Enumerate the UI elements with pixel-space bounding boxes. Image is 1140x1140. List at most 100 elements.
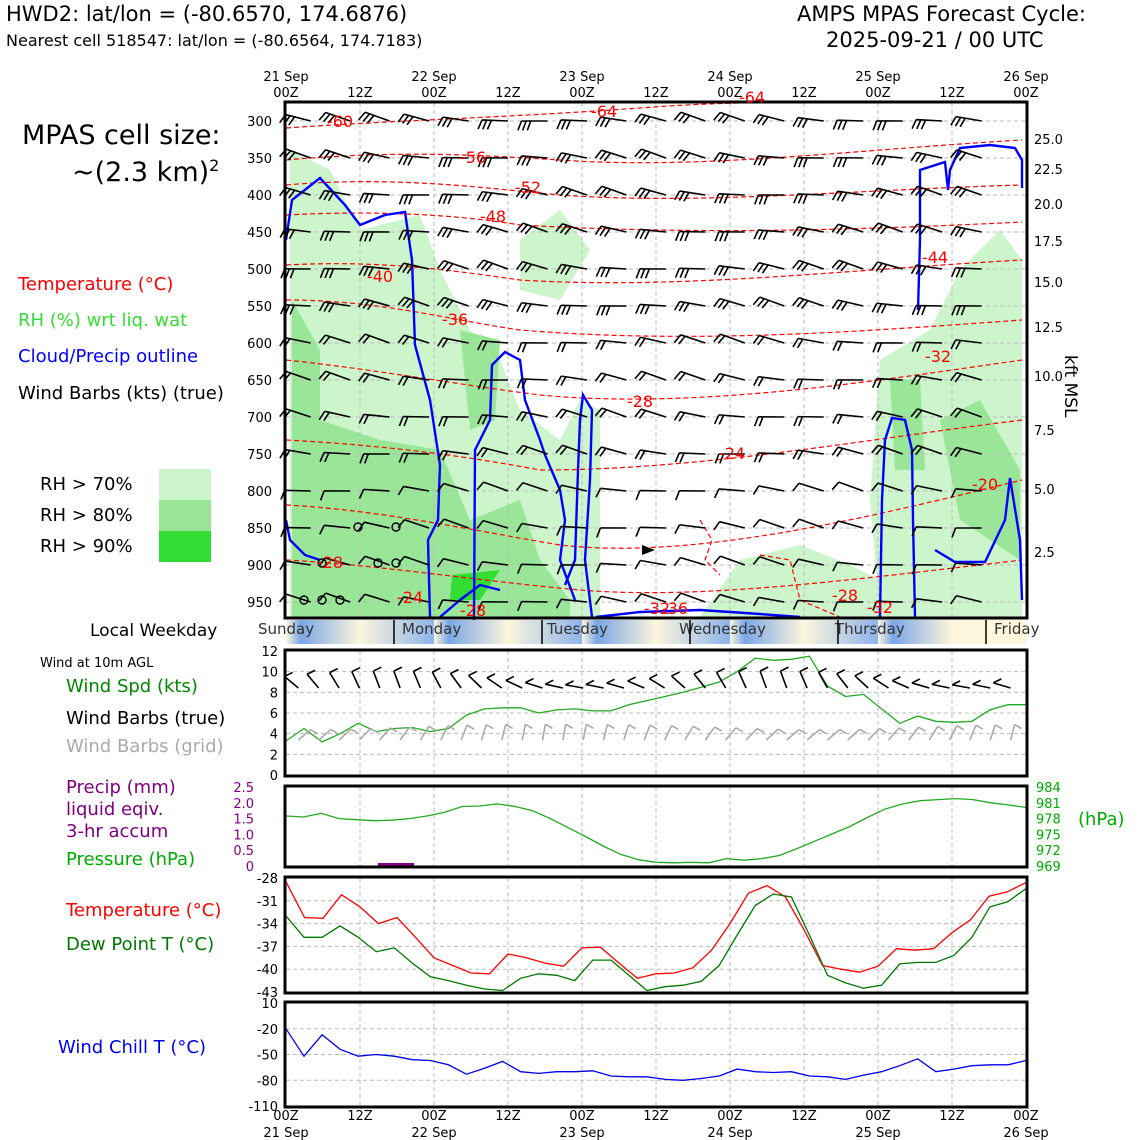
barb-flag: [441, 450, 449, 461]
surface-barb-grid-23: [765, 728, 786, 741]
wind-barb-141: [871, 377, 903, 389]
barb-flag: [643, 190, 651, 200]
legend-wind-speed: Wind Spd (kts): [66, 676, 198, 697]
barb-flag: [910, 375, 918, 385]
barb-flag: [604, 118, 611, 128]
barb-flag: [713, 152, 721, 162]
barb-staff: [483, 481, 509, 492]
barb-flag: [877, 342, 883, 353]
surface-barb-true-8: [449, 668, 462, 689]
barb-flag: [684, 231, 690, 242]
barb-flag: [638, 410, 647, 419]
barb-flag: [329, 667, 338, 674]
barb-flag: [673, 301, 681, 311]
wind-barb-109: [318, 334, 351, 345]
barb-flag: [684, 268, 690, 279]
temp-contour-3: [285, 181, 1023, 199]
barb-flag: [476, 447, 484, 457]
barb-flag: [792, 600, 799, 610]
barb-flag: [328, 303, 335, 313]
wind-barb-145: [318, 410, 351, 422]
barb-flag: [837, 379, 843, 390]
barb-flag: [634, 370, 642, 380]
barb-flag: [802, 194, 808, 204]
wind-barb-177: [871, 444, 903, 456]
wind-barb-135: [634, 370, 667, 381]
barb-staff: [443, 557, 469, 566]
barb-flag: [397, 556, 406, 565]
barb-flag: [442, 416, 448, 427]
barb-flag: [910, 185, 919, 195]
barb-flag: [713, 488, 720, 499]
barb-staff: [955, 488, 982, 492]
barb-flag: [367, 266, 374, 277]
barb-flag: [761, 116, 769, 126]
barb-flag: [911, 564, 917, 575]
barb-flag: [476, 481, 485, 491]
wind-barb-240: [517, 600, 548, 612]
wind-barb-196: [910, 484, 943, 495]
wind-barb-146: [358, 413, 390, 425]
wind-barb-207: [635, 526, 666, 537]
barb-flag: [397, 113, 405, 123]
wind-barb-26: [594, 149, 627, 162]
barb-flag: [793, 193, 799, 204]
barb-flag: [600, 267, 606, 278]
barb-flag: [306, 669, 316, 675]
rh-region-8: [940, 400, 1020, 560]
wind-barb-80: [595, 266, 627, 278]
chill-panel: [283, 1000, 1029, 1109]
wind-barb-242: [594, 595, 627, 606]
wind-barb-103: [792, 296, 824, 309]
barb-flag: [875, 188, 883, 198]
barb-flag: [777, 728, 786, 734]
wind-barb-93: [397, 296, 430, 309]
barb-flag: [713, 265, 720, 276]
barb-staff: [640, 593, 667, 603]
barb-flag: [723, 231, 729, 242]
wind-barb-131: [477, 379, 509, 390]
wind-barb-11: [713, 111, 746, 124]
surface-barb-grid-27: [847, 728, 868, 741]
wind-barb-168: [515, 444, 548, 456]
wind-barb-176: [831, 446, 864, 457]
barb-flag: [517, 342, 523, 353]
wind-barb-95: [476, 298, 509, 311]
barb-flag: [357, 593, 366, 603]
barb-flag: [635, 490, 641, 501]
wind-barb-183: [397, 485, 430, 496]
barb-flag: [556, 526, 562, 536]
wind-barb-61: [555, 223, 588, 235]
barb-flag: [635, 304, 641, 314]
wind-barb-114: [517, 342, 548, 353]
barb-flag: [796, 298, 805, 308]
wind-barb-31: [793, 156, 824, 168]
barb-flag: [722, 154, 730, 164]
barb-flag: [397, 375, 405, 386]
barb-flag: [910, 444, 919, 454]
barb-flag: [831, 259, 840, 269]
wind-barb-249: [872, 600, 903, 611]
kft-tick-4: 15.0: [1034, 276, 1063, 291]
barb-flag: [798, 157, 804, 168]
wind-barb-60: [515, 222, 548, 235]
barb-flag: [752, 597, 760, 607]
barb-flag: [450, 668, 459, 675]
barb-flag: [634, 560, 641, 570]
barb-flag: [324, 231, 330, 241]
barb-flag: [555, 598, 562, 609]
wind-barb-160: [910, 408, 943, 419]
temp-ytick-2: -34: [257, 918, 278, 933]
barb-flag: [397, 296, 406, 306]
profile-panel: [279, 100, 1029, 621]
wind-barb-76: [436, 260, 469, 272]
barb-flag: [950, 339, 957, 350]
barb-staff: [718, 488, 745, 492]
barb-flag: [521, 378, 527, 389]
wind-barb-203: [476, 519, 509, 530]
barb-flag: [937, 725, 946, 732]
barb-flag: [796, 261, 805, 271]
barb-flag: [559, 410, 568, 419]
barb-flag: [717, 374, 725, 384]
barb-flag: [481, 414, 488, 425]
